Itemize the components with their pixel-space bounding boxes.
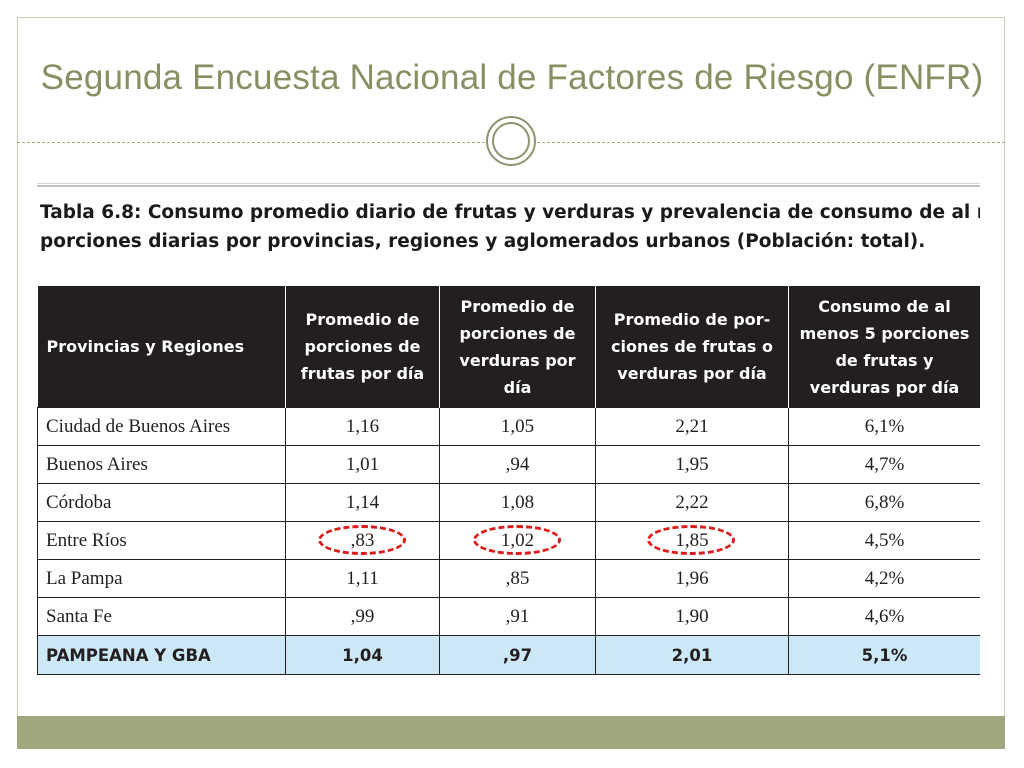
frutas-cell: 1,14: [285, 483, 440, 522]
verduras-cell: ,91: [439, 597, 596, 636]
frutas-cell: 1,01: [285, 445, 440, 484]
total-consumo-5-cell: 5,1%: [788, 635, 980, 675]
circled-value: 1,85: [675, 529, 709, 551]
consumo-5-cell: 6,8%: [788, 483, 980, 522]
frutas-o-verduras-cell: 1,90: [595, 597, 789, 636]
ring-ornament-icon: [486, 116, 536, 166]
frutas-o-verduras-cell: 2,22: [595, 483, 789, 522]
table-caption-line-2: porciones diarias por provincias, region…: [40, 231, 926, 252]
header-consumo-5: Consumo de al menos 5 porciones de fruta…: [788, 286, 980, 408]
verduras-cell: ,85: [439, 559, 596, 598]
table-caption-line-1: Tabla 6.8: Consumo promedio diario de fr…: [40, 202, 980, 223]
data-table: Provincias y Regiones Promedio de porcio…: [37, 286, 980, 675]
frutas-o-verduras-cell-circled: 1,85: [595, 521, 789, 560]
header-verduras: Promedio de porciones de verduras por dí…: [439, 286, 596, 408]
frutas-cell-circled: ,83: [285, 521, 440, 560]
frutas-cell: 1,11: [285, 559, 440, 598]
frutas-cell: 1,16: [285, 407, 440, 446]
slide-title: Segunda Encuesta Nacional de Factores de…: [40, 58, 984, 97]
header-region: Provincias y Regiones: [37, 286, 286, 408]
region-cell: Córdoba: [37, 483, 286, 522]
consumo-5-cell: 4,6%: [788, 597, 980, 636]
region-cell: Buenos Aires: [37, 445, 286, 484]
circled-value: ,83: [350, 529, 375, 551]
region-cell: Santa Fe: [37, 597, 286, 636]
verduras-cell: 1,08: [439, 483, 596, 522]
frutas-o-verduras-cell: 1,96: [595, 559, 789, 598]
region-cell: Entre Ríos: [37, 521, 286, 560]
footer-bar: [17, 716, 1005, 749]
table-row-highlighted: Entre Ríos ,83 1,02 1,85 4,5%: [37, 521, 980, 560]
table-row: Córdoba 1,14 1,08 2,22 6,8%: [37, 483, 980, 522]
frutas-o-verduras-cell: 1,95: [595, 445, 789, 484]
region-cell: La Pampa: [37, 559, 286, 598]
table-header-row: Provincias y Regiones Promedio de porcio…: [37, 286, 980, 408]
verduras-cell: ,94: [439, 445, 596, 484]
table-total-row: PAMPEANA Y GBA 1,04 ,97 2,01 5,1%: [37, 635, 980, 675]
table-image-top-rule: [37, 183, 980, 187]
table-caption: Tabla 6.8: Consumo promedio diario de fr…: [40, 198, 980, 256]
total-frutas-o-verduras-cell: 2,01: [595, 635, 789, 675]
table-row: Santa Fe ,99 ,91 1,90 4,6%: [37, 597, 980, 636]
total-verduras-cell: ,97: [439, 635, 596, 675]
verduras-cell: 1,05: [439, 407, 596, 446]
region-cell: Ciudad de Buenos Aires: [37, 407, 286, 446]
header-frutas-o-verduras: Promedio de por-ciones de frutas o verdu…: [595, 286, 789, 408]
consumo-5-cell: 4,2%: [788, 559, 980, 598]
frutas-o-verduras-cell: 2,21: [595, 407, 789, 446]
consumo-5-cell: 4,7%: [788, 445, 980, 484]
table-row: La Pampa 1,11 ,85 1,96 4,2%: [37, 559, 980, 598]
total-region-cell: PAMPEANA Y GBA: [37, 635, 286, 675]
total-frutas-cell: 1,04: [285, 635, 440, 675]
verduras-cell-circled: 1,02: [439, 521, 596, 560]
circled-value: 1,02: [500, 529, 535, 551]
frutas-cell: ,99: [285, 597, 440, 636]
table-row: Ciudad de Buenos Aires 1,16 1,05 2,21 6,…: [37, 407, 980, 446]
data-table-container: Provincias y Regiones Promedio de porcio…: [37, 286, 980, 682]
header-frutas: Promedio de porciones de frutas por día: [285, 286, 440, 408]
table-row: Buenos Aires 1,01 ,94 1,95 4,7%: [37, 445, 980, 484]
consumo-5-cell: 6,1%: [788, 407, 980, 446]
consumo-5-cell: 4,5%: [788, 521, 980, 560]
